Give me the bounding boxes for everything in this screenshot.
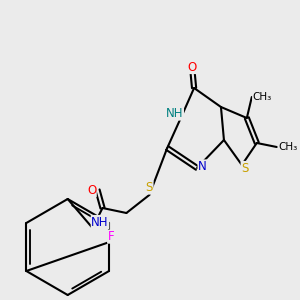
Text: O: O bbox=[188, 61, 197, 74]
Text: CH₃: CH₃ bbox=[253, 92, 272, 102]
Text: CH₃: CH₃ bbox=[278, 142, 298, 152]
Text: S: S bbox=[241, 161, 248, 175]
Text: O: O bbox=[87, 184, 96, 196]
Text: NH: NH bbox=[91, 215, 109, 229]
Text: S: S bbox=[146, 181, 153, 194]
Text: N: N bbox=[198, 160, 207, 173]
Text: NH: NH bbox=[166, 107, 183, 120]
Text: F: F bbox=[108, 230, 114, 243]
